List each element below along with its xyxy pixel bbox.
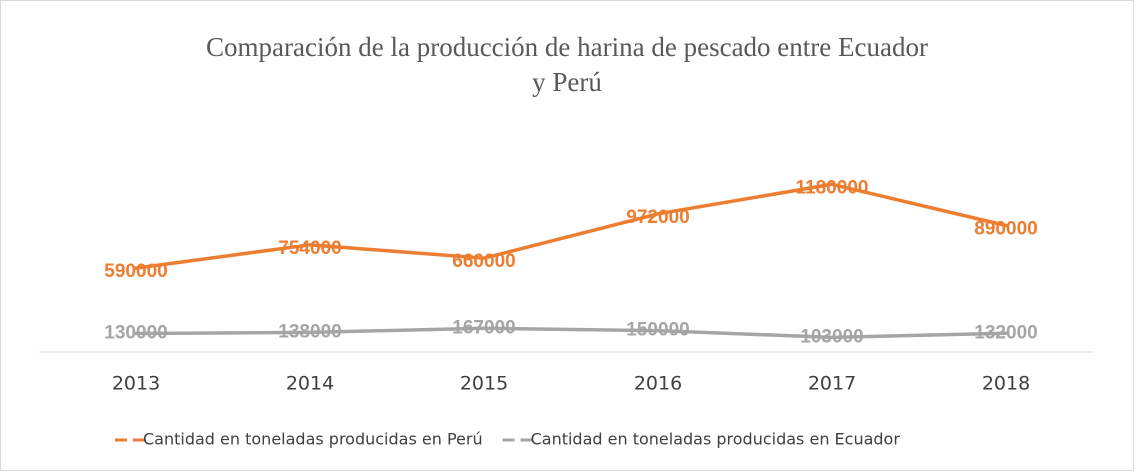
legend-label: Cantidad en toneladas producidas en Perú [143, 430, 483, 449]
x-tick-label: 2018 [982, 373, 1030, 395]
x-tick-label: 2015 [460, 373, 508, 395]
data-label: 138000 [278, 321, 341, 342]
series-line [134, 182, 1008, 270]
data-label: 590000 [104, 261, 167, 282]
series-line [134, 326, 1008, 340]
data-label: 890000 [974, 219, 1037, 240]
chart-title: Comparación de la producción de harina d… [206, 32, 928, 97]
data-label: 167000 [452, 317, 515, 338]
x-tick-label: 2017 [808, 373, 856, 395]
data-label: 150000 [626, 320, 689, 341]
data-label: 754000 [278, 238, 341, 259]
data-label: 130000 [104, 323, 167, 344]
data-label: 1180000 [796, 177, 869, 198]
data-label: 660000 [452, 251, 515, 272]
x-tick-label: 2014 [286, 373, 334, 395]
data-label: 972000 [626, 207, 689, 228]
x-tick-label: 2016 [634, 373, 682, 395]
legend-label: Cantidad en toneladas producidas en Ecua… [531, 430, 901, 449]
x-tick-label: 2013 [112, 373, 160, 395]
data-label: 132000 [974, 322, 1037, 343]
data-label: 103000 [800, 326, 863, 347]
